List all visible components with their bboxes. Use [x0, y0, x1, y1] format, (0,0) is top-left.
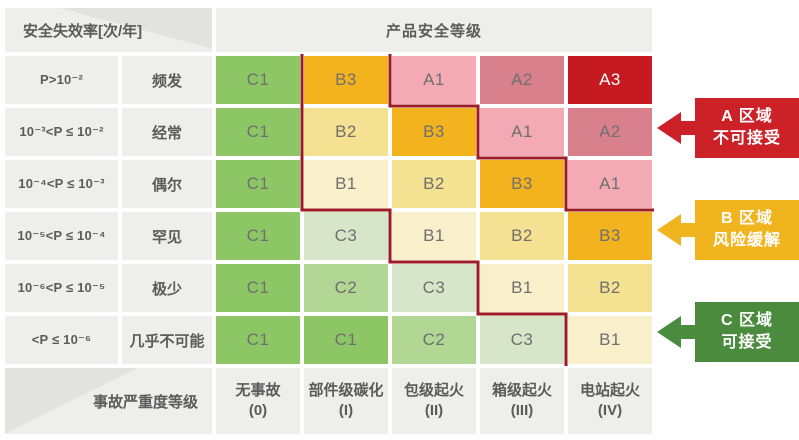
frequency-label-row4: 罕见 — [122, 212, 212, 260]
severity-axis-title: 事故严重度等级 — [5, 368, 212, 434]
probability-label-row2: 10⁻³<P ≤ 10⁻² — [5, 108, 118, 156]
matrix-cell-r4c4: B2 — [480, 212, 564, 260]
matrix-cell-r5c4: B1 — [480, 264, 564, 312]
severity-level-0: 无事故 (0) — [216, 368, 300, 434]
severity-level-4: 电站起火 (IV) — [568, 368, 652, 434]
matrix-cell-r3c1: C1 — [216, 160, 300, 208]
matrix-cell-r4c3: B1 — [392, 212, 476, 260]
matrix-cell-r4c5: B3 — [568, 212, 652, 260]
legend-zone-a-box: A 区域 不可接受 — [695, 98, 799, 158]
matrix-grid: 安全失效率[次/年] 产品安全等级 P>10⁻² 频发 C1 B3 A1 A2 … — [5, 8, 652, 434]
matrix-cell-r4c1: C1 — [216, 212, 300, 260]
matrix-cell-r5c5: B2 — [568, 264, 652, 312]
failure-rate-axis-label: 安全失效率[次/年] — [23, 22, 143, 40]
left-arrow-icon — [657, 214, 695, 246]
matrix-cell-r6c3: C2 — [392, 316, 476, 364]
matrix-cell-r5c1: C1 — [216, 264, 300, 312]
severity-name: 箱级起火 — [491, 381, 552, 399]
frequency-label-row2: 经常 — [122, 108, 212, 156]
matrix-cell-r6c4: C3 — [480, 316, 564, 364]
matrix-cell-r1c2: B3 — [304, 56, 388, 104]
severity-level-3: 箱级起火 (III) — [480, 368, 564, 434]
legend-zone-b-title: B 区域 — [720, 209, 773, 227]
matrix-cell-r5c2: C2 — [304, 264, 388, 312]
probability-label-row4: 10⁻⁵<P ≤ 10⁻⁴ — [5, 212, 118, 260]
severity-name: 电站起火 — [579, 381, 640, 399]
severity-name: 无事故 — [235, 381, 281, 399]
legend-zone-c-title: C 区域 — [720, 311, 773, 329]
matrix-cell-r6c5: B1 — [568, 316, 652, 364]
severity-numeral: (II) — [424, 402, 444, 419]
frequency-label-row6: 几乎不可能 — [122, 316, 212, 364]
legend-zone-b-box: B 区域 风险缓解 — [695, 200, 799, 260]
matrix-cell-r6c2: C1 — [304, 316, 388, 364]
matrix-cell-r6c1: C1 — [216, 316, 300, 364]
matrix-cell-r2c5: A2 — [568, 108, 652, 156]
legend-zone-c: C 区域 可接受 — [657, 302, 799, 362]
legend-zone-c-desc: 可接受 — [721, 334, 773, 351]
matrix-cell-r2c1: C1 — [216, 108, 300, 156]
matrix-cell-r3c2: B1 — [304, 160, 388, 208]
legend-zone-a-title: A 区域 — [721, 107, 773, 125]
severity-numeral: (I) — [338, 402, 354, 419]
legend-zone-b-desc: 风险缓解 — [712, 232, 781, 249]
safety-level-axis-title: 产品安全等级 — [216, 8, 652, 52]
frequency-label-row5: 极少 — [122, 264, 212, 312]
matrix-cell-r1c5: A3 — [568, 56, 652, 104]
left-arrow-icon — [657, 316, 695, 348]
severity-level-2: 包级起火 (II) — [392, 368, 476, 434]
matrix-cell-r4c2: C3 — [304, 212, 388, 260]
probability-label-row5: 10⁻⁶<P ≤ 10⁻⁵ — [5, 264, 118, 312]
matrix-cell-r2c3: B3 — [392, 108, 476, 156]
matrix-cell-r2c2: B2 — [304, 108, 388, 156]
frequency-label-row1: 频发 — [122, 56, 212, 104]
severity-numeral: (IV) — [597, 402, 623, 419]
severity-name: 包级起火 — [403, 381, 464, 399]
left-arrow-icon — [657, 112, 695, 144]
legend-zone-c-box: C 区域 可接受 — [695, 302, 799, 362]
matrix-cell-r3c5: A1 — [568, 160, 652, 208]
probability-label-row3: 10⁻⁴<P ≤ 10⁻³ — [5, 160, 118, 208]
matrix-cell-r2c4: A1 — [480, 108, 564, 156]
matrix-cell-r1c4: A2 — [480, 56, 564, 104]
severity-name: 部件级碳化 — [308, 381, 384, 399]
matrix-cell-r5c3: C3 — [392, 264, 476, 312]
failure-rate-axis-title: 安全失效率[次/年] — [5, 8, 212, 52]
legend-zone-a-desc: 不可接受 — [712, 130, 781, 147]
probability-label-row1: P>10⁻² — [5, 56, 118, 104]
severity-axis-label: 事故严重度等级 — [92, 393, 198, 411]
severity-level-1: 部件级碳化 (I) — [304, 368, 388, 434]
matrix-cell-r1c3: A1 — [392, 56, 476, 104]
legend-zone-b: B 区域 风险缓解 — [657, 200, 799, 260]
legend-zone-a: A 区域 不可接受 — [657, 98, 799, 158]
severity-numeral: (III) — [510, 402, 534, 419]
matrix-cell-r3c3: B2 — [392, 160, 476, 208]
probability-label-row6: <P ≤ 10⁻⁶ — [5, 316, 118, 364]
severity-numeral: (0) — [248, 402, 268, 419]
frequency-label-row3: 偶尔 — [122, 160, 212, 208]
matrix-cell-r1c1: C1 — [216, 56, 300, 104]
matrix-cell-r3c4: B3 — [480, 160, 564, 208]
